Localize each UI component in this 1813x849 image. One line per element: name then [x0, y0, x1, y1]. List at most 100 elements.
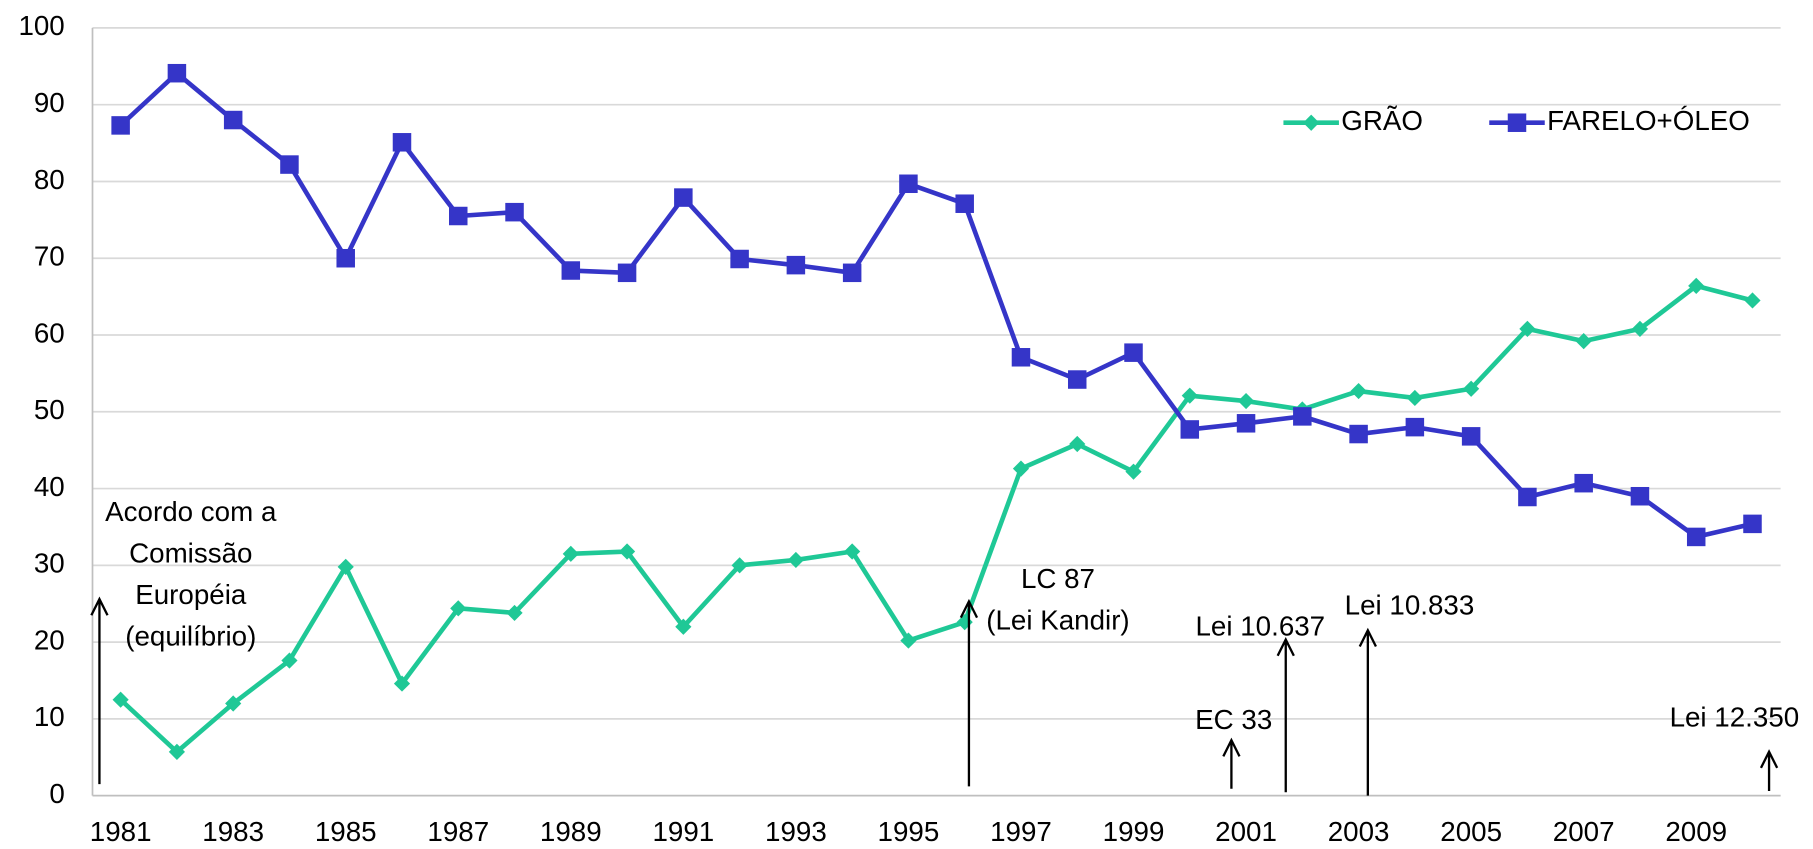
annotation: Lei 10.637 — [1196, 610, 1326, 641]
annotation-arrow — [1759, 749, 1779, 792]
annotation: Acordo com a — [105, 496, 277, 527]
marker — [505, 202, 524, 222]
x-tick-label: 2001 — [1215, 816, 1277, 847]
marker — [336, 248, 355, 268]
marker — [786, 255, 806, 275]
marker — [1575, 333, 1592, 350]
marker — [675, 618, 692, 635]
marker — [1293, 407, 1312, 426]
marker — [223, 110, 243, 130]
marker — [955, 194, 974, 213]
x-tick-label: 1983 — [202, 816, 264, 847]
marker — [730, 249, 749, 269]
annotation: EC 33 — [1195, 704, 1272, 735]
annotation-arrow — [1276, 636, 1295, 793]
marker — [1630, 486, 1650, 506]
annotation-arrow — [1358, 627, 1377, 796]
marker — [899, 174, 918, 194]
marker — [111, 116, 130, 135]
annotation: Européia — [135, 579, 247, 610]
marker — [1349, 424, 1368, 444]
x-tick-label: 1999 — [1103, 816, 1165, 847]
marker — [1181, 387, 1198, 404]
marker — [1350, 382, 1367, 400]
marker — [900, 632, 917, 649]
marker — [1012, 460, 1030, 477]
y-tick-label: 100 — [18, 10, 64, 41]
marker — [844, 543, 861, 560]
marker — [450, 600, 467, 617]
annotation: LC 87 — [1021, 563, 1095, 594]
annotation: (equilíbrio) — [125, 621, 256, 652]
marker — [674, 188, 693, 207]
marker — [617, 263, 637, 283]
x-tick-label: 1989 — [540, 816, 602, 847]
marker — [1518, 487, 1537, 507]
marker — [112, 691, 129, 708]
marker — [1461, 427, 1481, 446]
marker — [392, 133, 412, 152]
x-tick-label: 2009 — [1665, 816, 1727, 847]
marker — [1686, 527, 1706, 547]
marker — [1303, 114, 1320, 131]
y-tick-label: 70 — [34, 241, 65, 272]
x-tick-label: 1981 — [90, 816, 152, 847]
marker — [1067, 370, 1087, 389]
marker — [731, 557, 748, 574]
y-tick-label: 60 — [34, 317, 65, 348]
x-tick-label: 2005 — [1440, 816, 1502, 847]
annotation: Lei 10.833 — [1345, 590, 1475, 621]
marker — [1463, 380, 1480, 397]
y-tick-label: 20 — [34, 624, 65, 655]
y-tick-label: 40 — [34, 471, 65, 502]
marker — [1743, 514, 1762, 534]
marker — [1507, 113, 1527, 132]
y-tick-label: 10 — [34, 701, 65, 732]
marker — [393, 675, 411, 692]
x-tick-label: 1985 — [315, 816, 377, 847]
y-tick-label: 90 — [34, 87, 65, 118]
marker — [337, 558, 354, 575]
marker — [1574, 473, 1593, 493]
annotation: Comissão — [129, 537, 252, 568]
marker — [449, 206, 468, 226]
marker — [561, 261, 581, 280]
legend-label: GRÃO — [1341, 105, 1423, 136]
marker — [618, 543, 636, 560]
marker — [1180, 420, 1200, 439]
series-line — [119, 283, 1754, 755]
annotation: Lei 12.350 — [1670, 702, 1800, 733]
y-tick-label: 50 — [34, 394, 65, 425]
annotation-arrow — [959, 598, 979, 787]
x-tick-label: 1987 — [427, 816, 489, 847]
x-tick-label: 1995 — [878, 816, 940, 847]
x-tick-label: 1991 — [652, 816, 714, 847]
marker — [1406, 389, 1423, 407]
series-line — [119, 70, 1754, 540]
x-tick-label: 2003 — [1328, 816, 1390, 847]
annotation: (Lei Kandir) — [986, 605, 1129, 636]
marker — [1237, 392, 1255, 410]
x-tick-label: 1997 — [990, 816, 1052, 847]
marker — [506, 604, 523, 622]
y-tick-label: 0 — [49, 778, 64, 809]
marker — [1124, 343, 1143, 362]
annotation-arrow — [1222, 737, 1241, 789]
marker — [842, 263, 862, 283]
marker — [1011, 348, 1031, 367]
marker — [280, 155, 299, 174]
marker — [1688, 277, 1705, 294]
marker — [787, 551, 804, 569]
marker — [562, 545, 579, 562]
marker — [1069, 435, 1086, 453]
marker — [1631, 320, 1649, 337]
marker — [281, 652, 298, 669]
x-tick-label: 1993 — [765, 816, 827, 847]
legend-label: FARELO+ÓLEO — [1547, 105, 1750, 136]
marker — [1125, 463, 1142, 480]
marker — [956, 614, 973, 631]
y-tick-label: 30 — [34, 548, 65, 579]
marker — [1519, 320, 1536, 337]
marker — [1405, 417, 1425, 437]
